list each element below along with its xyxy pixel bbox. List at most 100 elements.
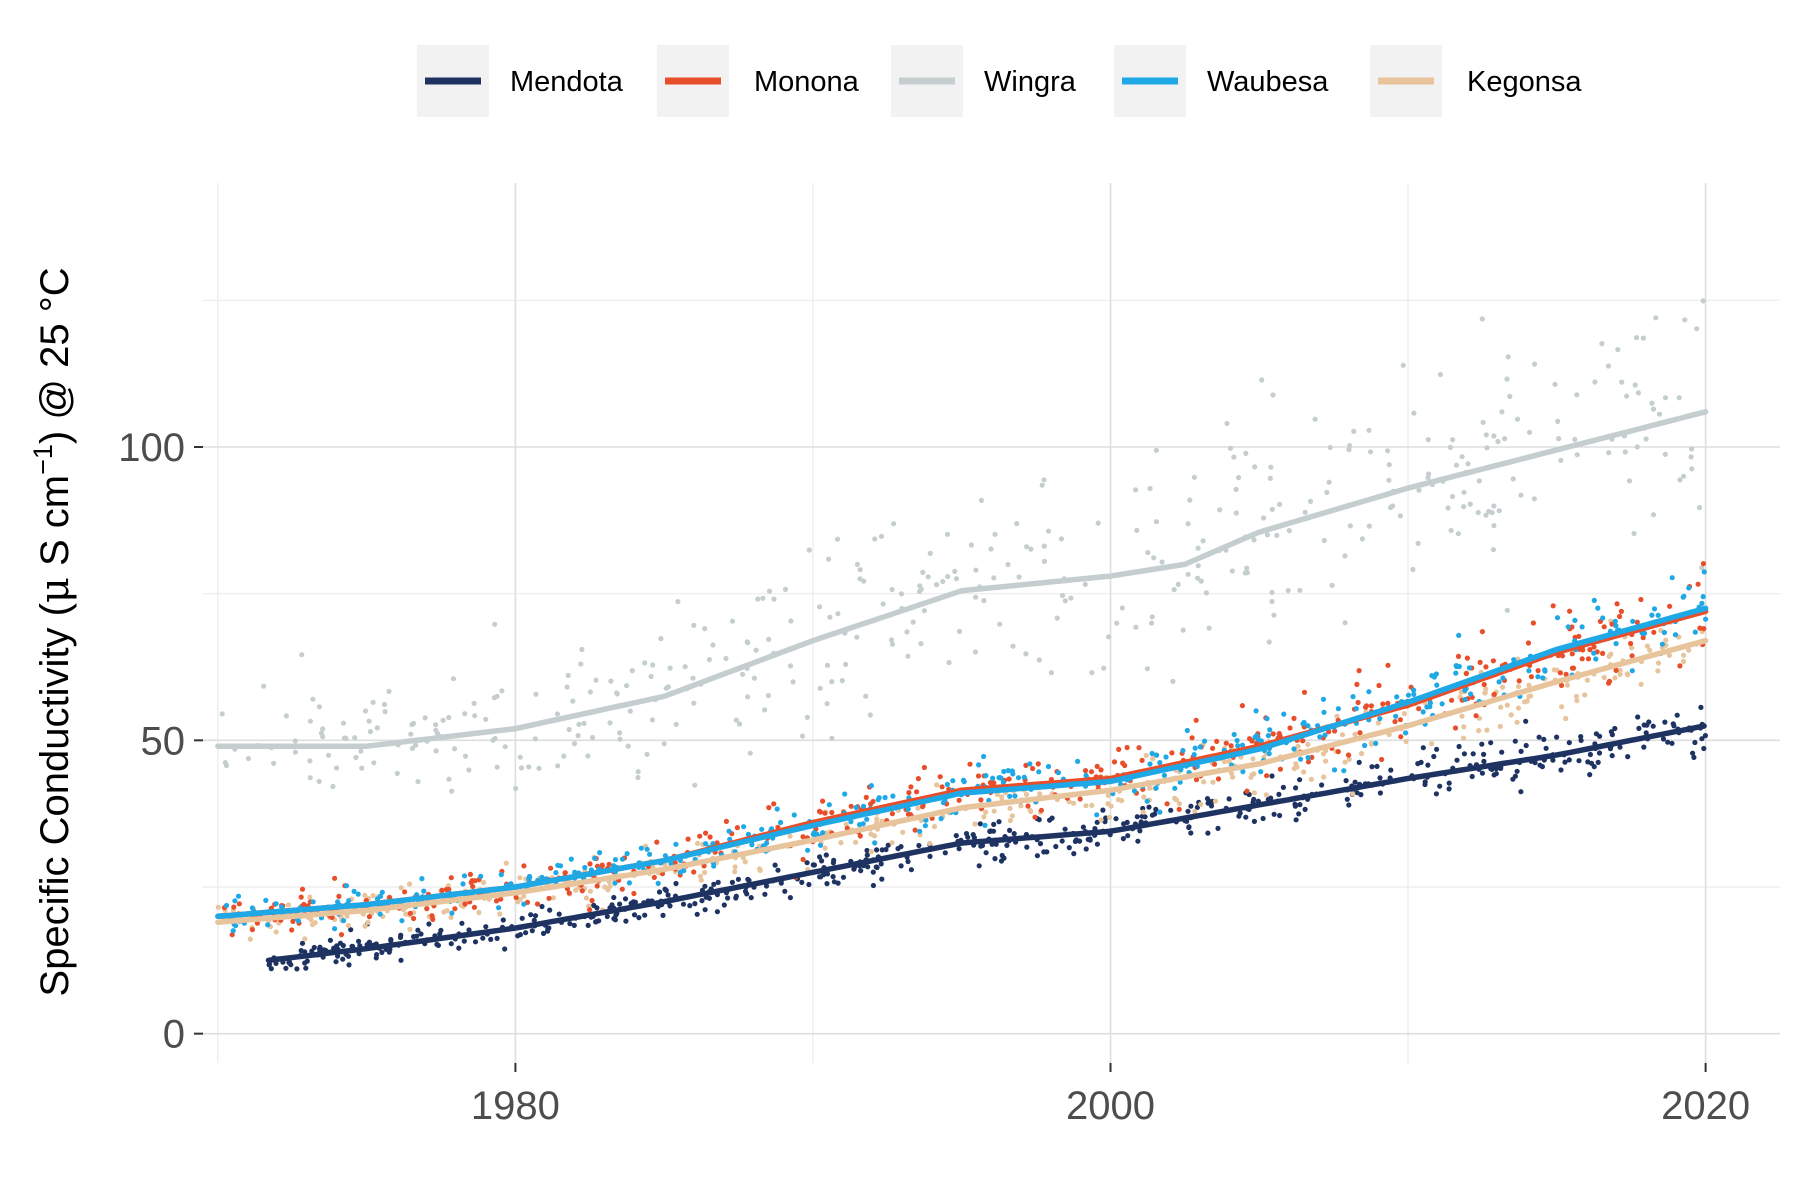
legend: Mendota Monona Wingra Waubesa Kegonsa xyxy=(417,45,1582,117)
x-tick-label: 2000 xyxy=(1066,1084,1155,1128)
data-point xyxy=(1535,668,1541,674)
data-point xyxy=(1231,731,1237,738)
data-point xyxy=(644,751,650,757)
data-point xyxy=(1100,807,1106,813)
data-point xyxy=(298,894,304,900)
data-point xyxy=(471,700,477,707)
data-point xyxy=(1027,761,1033,767)
data-point xyxy=(624,851,630,857)
data-point xyxy=(379,949,385,956)
data-point xyxy=(430,916,436,923)
data-point xyxy=(424,906,430,912)
data-point xyxy=(999,794,1005,800)
data-point xyxy=(1352,779,1358,785)
data-point xyxy=(905,653,911,659)
data-point xyxy=(589,897,595,904)
data-point xyxy=(1666,652,1672,659)
data-point xyxy=(355,891,361,897)
data-point xyxy=(766,805,772,811)
data-point xyxy=(1268,464,1274,470)
data-point xyxy=(1433,671,1439,677)
data-point xyxy=(889,811,896,817)
data-point xyxy=(312,920,318,926)
data-point xyxy=(1617,671,1623,678)
data-point xyxy=(1617,744,1623,750)
data-point xyxy=(1015,775,1022,781)
data-point xyxy=(1563,671,1569,678)
data-point xyxy=(498,896,504,902)
data-point xyxy=(636,915,642,921)
data-point xyxy=(1030,765,1036,772)
data-point xyxy=(874,864,880,871)
data-point xyxy=(1368,740,1374,746)
data-point xyxy=(597,850,603,856)
data-point xyxy=(1555,418,1561,424)
data-point xyxy=(703,841,709,847)
data-point xyxy=(1024,544,1030,550)
data-point xyxy=(851,866,857,872)
data-point xyxy=(1469,773,1475,780)
data-point xyxy=(1124,744,1130,751)
data-point xyxy=(1105,792,1111,799)
data-point xyxy=(1206,625,1212,631)
data-point xyxy=(398,885,404,891)
data-point xyxy=(1293,785,1299,791)
data-point xyxy=(1420,709,1426,715)
data-point xyxy=(865,864,871,870)
data-point xyxy=(827,614,833,620)
data-point xyxy=(1459,454,1465,460)
data-point xyxy=(921,608,928,614)
data-point xyxy=(1470,751,1476,757)
data-point xyxy=(343,883,350,889)
data-point xyxy=(579,646,585,653)
data-point xyxy=(1651,629,1657,635)
data-point xyxy=(1294,764,1300,770)
data-point xyxy=(829,809,835,816)
data-point xyxy=(1000,779,1007,786)
data-point xyxy=(1146,804,1152,810)
data-point xyxy=(582,864,588,871)
data-point xyxy=(449,910,455,916)
data-point xyxy=(891,521,897,527)
data-point xyxy=(1515,683,1522,690)
data-point xyxy=(1321,709,1327,715)
data-point xyxy=(1613,623,1619,629)
data-point xyxy=(1032,814,1038,820)
data-point xyxy=(1638,681,1644,687)
data-point xyxy=(1059,592,1066,599)
data-point xyxy=(1461,751,1467,757)
data-point xyxy=(864,847,870,854)
data-point xyxy=(273,901,279,907)
data-point xyxy=(1453,462,1460,468)
data-point xyxy=(1650,723,1656,729)
data-point xyxy=(1697,625,1703,631)
data-point xyxy=(1540,675,1546,681)
data-point xyxy=(1426,471,1432,477)
data-point xyxy=(617,730,623,736)
data-point xyxy=(889,641,896,647)
data-point xyxy=(1626,478,1633,484)
data-point xyxy=(942,850,948,856)
data-point xyxy=(1537,762,1543,768)
data-point xyxy=(1227,445,1234,451)
data-point xyxy=(1066,845,1072,851)
data-point xyxy=(1009,768,1015,774)
data-point xyxy=(374,725,380,731)
data-point xyxy=(1082,768,1089,774)
data-point xyxy=(1461,504,1467,510)
data-point xyxy=(1149,750,1155,757)
data-point xyxy=(944,781,951,788)
data-point xyxy=(579,888,585,894)
data-point xyxy=(685,836,691,842)
data-point xyxy=(1689,446,1695,452)
data-point xyxy=(398,957,404,963)
data-point xyxy=(1243,814,1249,820)
data-point xyxy=(1226,758,1232,765)
data-point xyxy=(1089,670,1095,676)
data-point xyxy=(1699,736,1705,742)
data-point xyxy=(1161,772,1167,779)
data-point xyxy=(1269,598,1275,605)
data-point xyxy=(1231,454,1237,460)
data-point xyxy=(1185,521,1191,527)
data-point xyxy=(1700,298,1706,304)
